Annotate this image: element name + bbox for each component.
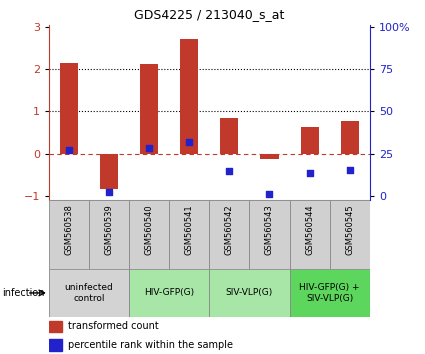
Text: GSM560539: GSM560539: [105, 204, 113, 255]
Text: GSM560545: GSM560545: [345, 204, 354, 255]
Text: infection: infection: [2, 288, 45, 298]
Text: HIV-GFP(G): HIV-GFP(G): [144, 289, 194, 297]
FancyBboxPatch shape: [169, 200, 209, 269]
Text: HIV-GFP(G) +
SIV-VLP(G): HIV-GFP(G) + SIV-VLP(G): [299, 283, 360, 303]
FancyBboxPatch shape: [129, 269, 209, 317]
Point: [346, 168, 353, 173]
Bar: [261, 154, 278, 159]
Point: [226, 169, 233, 174]
FancyBboxPatch shape: [49, 269, 129, 317]
Bar: [100, 154, 118, 189]
FancyBboxPatch shape: [89, 200, 129, 269]
Bar: [140, 64, 158, 154]
Bar: [49, 321, 62, 332]
Bar: [49, 339, 62, 351]
Text: percentile rank within the sample: percentile rank within the sample: [68, 340, 233, 350]
Text: transformed count: transformed count: [68, 321, 159, 331]
Title: GDS4225 / 213040_s_at: GDS4225 / 213040_s_at: [134, 8, 284, 21]
Text: SIV-VLP(G): SIV-VLP(G): [226, 289, 273, 297]
FancyBboxPatch shape: [249, 200, 289, 269]
FancyBboxPatch shape: [289, 200, 330, 269]
Text: GSM560542: GSM560542: [225, 204, 234, 255]
FancyBboxPatch shape: [49, 200, 89, 269]
FancyBboxPatch shape: [129, 200, 169, 269]
Point: [266, 191, 273, 196]
Text: GSM560541: GSM560541: [185, 204, 194, 255]
FancyBboxPatch shape: [289, 269, 370, 317]
Text: uninfected
control: uninfected control: [65, 283, 113, 303]
Point: [65, 147, 72, 153]
Bar: [220, 118, 238, 154]
Point: [106, 190, 113, 195]
Text: GSM560540: GSM560540: [144, 204, 154, 255]
Text: GSM560544: GSM560544: [305, 204, 314, 255]
Point: [146, 145, 153, 151]
FancyBboxPatch shape: [209, 269, 289, 317]
Text: GSM560538: GSM560538: [65, 204, 74, 255]
FancyBboxPatch shape: [330, 200, 370, 269]
Bar: [180, 39, 198, 154]
Text: GSM560543: GSM560543: [265, 204, 274, 255]
FancyBboxPatch shape: [209, 200, 249, 269]
Bar: [341, 121, 359, 154]
Bar: [60, 63, 78, 154]
Bar: [300, 127, 319, 154]
Point: [306, 170, 313, 175]
Point: [186, 139, 193, 144]
